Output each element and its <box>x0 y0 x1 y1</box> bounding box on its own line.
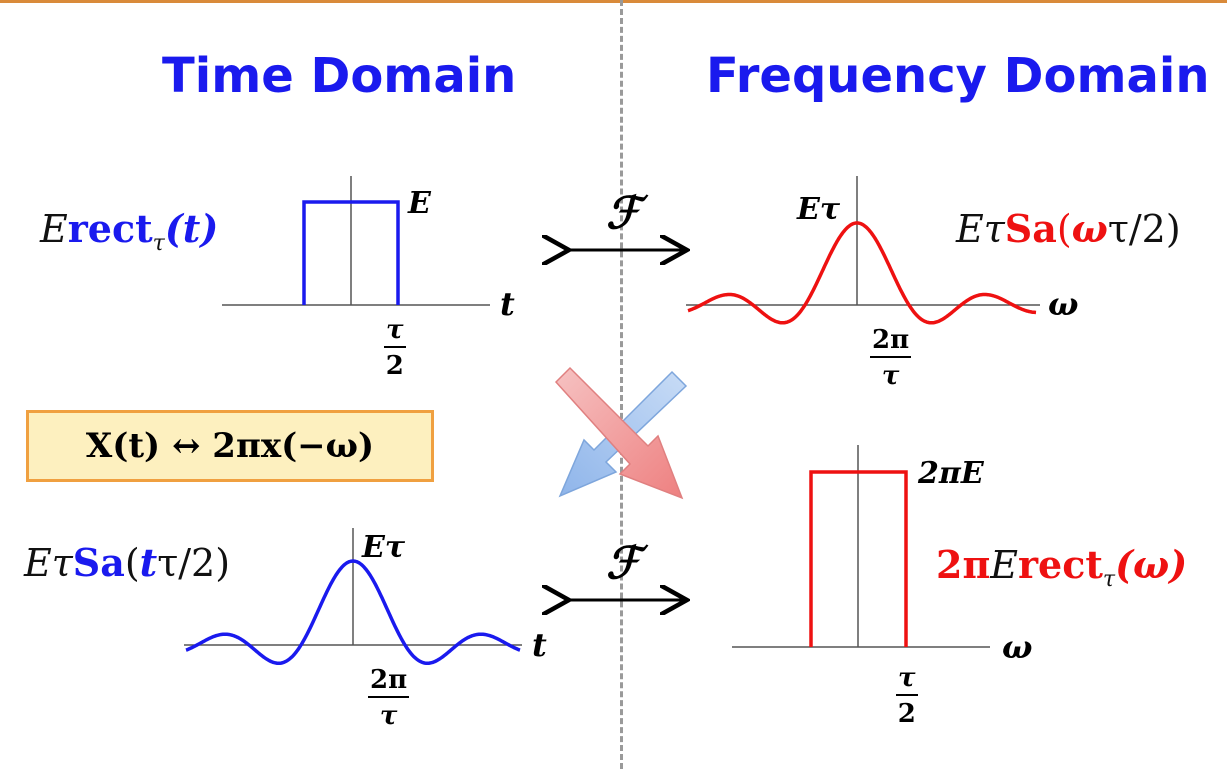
duality-property-box: X(t) ↔ 2πx(−ω) <box>26 410 434 482</box>
peak-label-top-left: E <box>408 186 431 221</box>
tick-2pi-over-tau-top: 2π τ <box>870 325 912 391</box>
plot-bottom-left-sinc <box>184 528 522 665</box>
top-accent-line <box>0 0 1227 3</box>
heading-frequency-domain: Frequency Domain <box>706 48 1210 104</box>
sinc-curve-frequency <box>687 221 1037 325</box>
tick-2pi-over-tau-bottom: 2π τ <box>368 665 410 731</box>
plot-top-right-sinc <box>686 176 1040 325</box>
tick-tau-over-2-bottom: τ 2 <box>896 663 918 729</box>
peak-label-bottom-right: 2πE <box>918 456 984 491</box>
plot-bottom-right-rect <box>732 445 990 648</box>
axis-label-omega-top: ω <box>1048 285 1079 323</box>
fourier-symbol-bottom: ℱ <box>606 538 641 589</box>
axis-label-t-bottom: t <box>532 626 547 664</box>
label-2pi-erect-omega: 2πErectτ(ω) <box>936 542 1188 592</box>
fourier-symbol-top: ℱ <box>606 188 641 239</box>
tick-tau-over-2-top: τ 2 <box>384 315 406 381</box>
peak-label-top-right: Eτ <box>797 192 841 227</box>
cross-arrow-red <box>554 366 684 500</box>
peak-label-bottom-left: Eτ <box>362 530 406 565</box>
heading-time-domain: Time Domain <box>162 48 517 104</box>
axis-label-t-top: t <box>500 285 515 323</box>
label-erect-t: Erectτ(t) <box>40 206 219 256</box>
sinc-curve-time <box>185 559 521 665</box>
rect-pulse-time <box>302 200 400 305</box>
domain-divider <box>620 0 623 769</box>
rect-pulse-frequency <box>809 470 908 647</box>
label-etau-sa-omega: EτSa(ωτ/2) <box>956 206 1181 251</box>
axis-label-omega-bottom: ω <box>1002 628 1033 666</box>
plot-top-left-rect <box>222 176 490 306</box>
label-etau-sa-t: EτSa(tτ/2) <box>24 540 231 585</box>
